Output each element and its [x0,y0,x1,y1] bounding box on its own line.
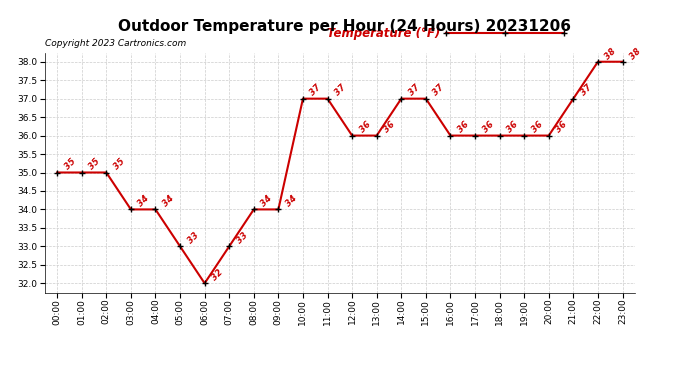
Text: Copyright 2023 Cartronics.com: Copyright 2023 Cartronics.com [45,39,186,48]
Text: 36: 36 [382,120,397,135]
Text: 36: 36 [505,120,520,135]
Text: 37: 37 [431,83,446,98]
Text: 37: 37 [333,83,348,98]
Text: 36: 36 [554,120,569,135]
Text: 34: 34 [137,194,151,208]
Text: 37: 37 [308,83,323,98]
Text: Temperature (°F): Temperature (°F) [327,27,440,40]
Text: 36: 36 [530,120,544,135]
Text: 38: 38 [604,46,618,61]
Text: 34: 34 [284,194,299,208]
Text: 34: 34 [161,194,176,208]
Text: 35: 35 [87,157,102,172]
Text: 37: 37 [407,83,422,98]
Text: 36: 36 [456,120,471,135]
Text: 37: 37 [579,83,593,98]
Text: 33: 33 [235,231,250,246]
Text: 35: 35 [112,157,126,172]
Text: 34: 34 [259,194,274,208]
Text: 36: 36 [357,120,373,135]
Text: 32: 32 [210,268,225,282]
Text: 33: 33 [186,231,200,246]
Text: Outdoor Temperature per Hour (24 Hours) 20231206: Outdoor Temperature per Hour (24 Hours) … [119,19,571,34]
Text: 35: 35 [63,157,77,172]
Text: 38: 38 [628,46,643,61]
Text: 36: 36 [480,120,495,135]
